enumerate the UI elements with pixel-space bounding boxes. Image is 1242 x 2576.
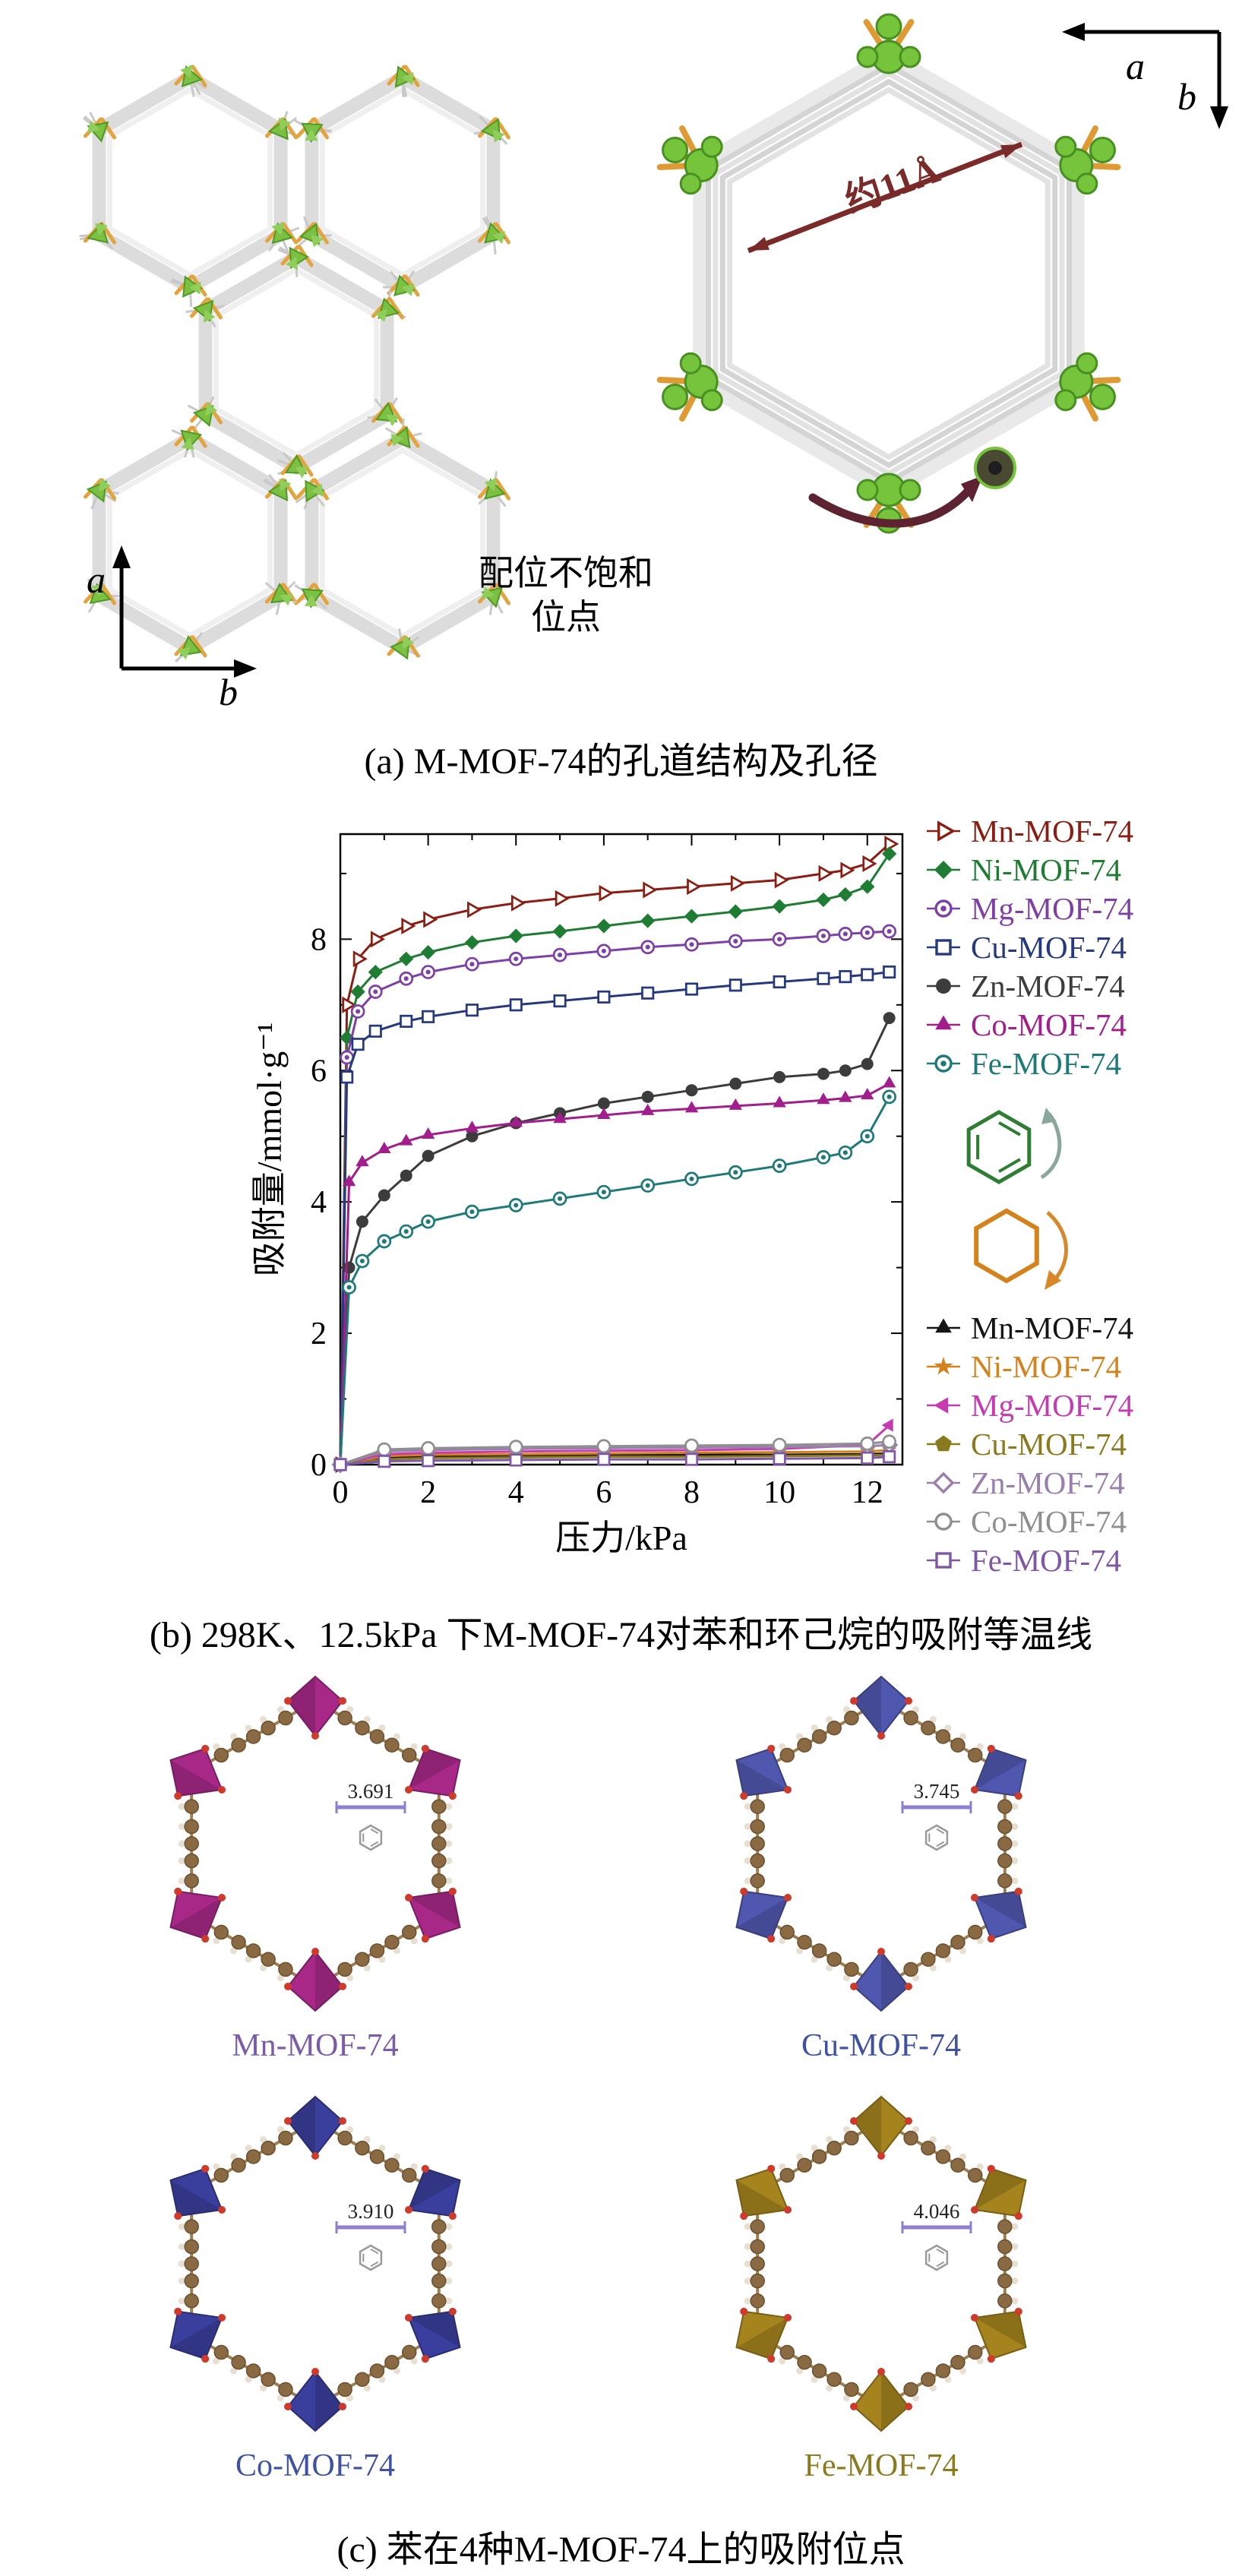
legend-marker-icon [925, 1011, 962, 1038]
cyclohexane-icon [953, 1199, 1090, 1301]
caption-b: (b) 298K、12.5kPa 下M-MOF-74对苯和环己烷的吸附等温线 [0, 1604, 1242, 1658]
axis-b-arrowhead-icon [1210, 106, 1228, 129]
legend-label: Ni-MOF-74 [971, 852, 1121, 888]
mof-structure-fe: 4.046 Fe-MOF-74 [630, 2103, 1132, 2484]
legend-item: Ni-MOF-74 [925, 1347, 1133, 1386]
legend-label: Mg-MOF-74 [971, 890, 1133, 927]
axis-a-arrowhead-icon [1062, 23, 1085, 41]
legend-label: Mn-MOF-74 [971, 1310, 1133, 1346]
legend-label: Mg-MOF-74 [971, 1387, 1133, 1424]
svg-text:压力/kPa: 压力/kPa [555, 1519, 687, 1557]
svg-text:2: 2 [420, 1475, 436, 1510]
legend-marker-icon [925, 1547, 962, 1574]
axis-a-label: a [87, 558, 106, 601]
svg-text:8: 8 [311, 922, 327, 957]
axis-b-label: b [219, 671, 238, 713]
unsaturated-site-label: 配位不饱和 位点 [437, 552, 695, 639]
structure-label: Co-MOF-74 [65, 2448, 566, 2484]
legend-benzene: Mn-MOF-74 Ni-MOF-74 Mg-MOF-74 Cu-MOF-74 Zn-M… [925, 811, 1133, 1083]
svg-text:4: 4 [508, 1475, 524, 1510]
figure-page: a b a b 配位不饱和 位点 约11Å (a) M-MOF-74的孔道结构及… [0, 0, 1242, 2576]
axis-b-label: b [1177, 75, 1196, 118]
svg-text:3.691: 3.691 [348, 1780, 394, 1803]
legend-label: Co-MOF-74 [971, 1503, 1127, 1540]
legend-marker-icon [925, 1353, 962, 1380]
legend-item: Mg-MOF-74 [925, 1386, 1133, 1424]
svg-text:12: 12 [852, 1475, 883, 1510]
svg-text:0: 0 [333, 1475, 349, 1510]
legend-item: Co-MOF-74 [925, 1502, 1133, 1541]
caption-c: (c) 苯在4种M-MOF-74上的吸附位点 [0, 2519, 1242, 2572]
mof-structure-mn: 3.691 Mn-MOF-74 [65, 1683, 566, 2064]
legend-marker-icon [925, 1430, 962, 1458]
legend-marker-icon [925, 1392, 962, 1419]
mof-structure-cu: 3.745 Cu-MOF-74 [630, 1683, 1132, 2064]
axis-indicator-bottom-left: a b [76, 532, 273, 710]
structure-label: Fe-MOF-74 [630, 2448, 1132, 2484]
legend-item: Zn-MOF-74 [925, 1463, 1133, 1502]
mof-ring-drawing: 3.910 [65, 2103, 566, 2446]
legend-label: Fe-MOF-74 [971, 1542, 1121, 1579]
legend-marker-icon [925, 1314, 962, 1342]
svg-text:2: 2 [311, 1316, 327, 1351]
legend-item: Fe-MOF-74 [925, 1541, 1133, 1579]
legend-item: Mg-MOF-74 [925, 889, 1133, 928]
structure-label: Mn-MOF-74 [65, 2028, 566, 2064]
benzene-icon [946, 1098, 1082, 1197]
legend-label: Cu-MOF-74 [971, 1426, 1127, 1462]
legend-marker-icon [925, 817, 962, 845]
legend-label: Fe-MOF-74 [971, 1045, 1121, 1082]
mof-ring-drawing: 3.745 [630, 1683, 1132, 2026]
svg-text:吸附量/mmol·g⁻¹: 吸附量/mmol·g⁻¹ [250, 1022, 289, 1277]
svg-text:3.745: 3.745 [914, 1780, 960, 1803]
legend-item: Ni-MOF-74 [925, 850, 1133, 889]
legend-marker-icon [925, 1508, 962, 1535]
structure-label: Cu-MOF-74 [630, 2028, 1132, 2064]
legend-label: Co-MOF-74 [971, 1007, 1127, 1043]
adsorption-isotherm-chart: 0 2 4 6 8 10 12 0 2 4 6 8 压力/kPa 吸附量/mmol·g⁻¹ [251, 798, 919, 1561]
legend-item: Fe-MOF-74 [925, 1044, 1133, 1083]
svg-text:10: 10 [763, 1475, 795, 1510]
mof-structure-co: 3.910 Co-MOF-74 [65, 2103, 566, 2484]
mof-ring-drawing: 3.691 [65, 1683, 566, 2026]
svg-text:6: 6 [596, 1475, 612, 1510]
legend-label: Cu-MOF-74 [971, 929, 1127, 966]
legend-item: Zn-MOF-74 [925, 966, 1133, 1005]
axis-indicator-top-right: a b [1041, 9, 1238, 138]
caption-a: (a) M-MOF-74的孔道结构及孔径 [0, 731, 1242, 784]
unsaturated-site-label-line1: 配位不饱和 [437, 552, 695, 596]
axis-a-arrowhead-icon [112, 545, 131, 568]
legend-label: Zn-MOF-74 [971, 968, 1125, 1004]
legend-item: Cu-MOF-74 [925, 1424, 1133, 1463]
unsaturated-site-label-line2: 位点 [437, 596, 695, 640]
legend-label: Mn-MOF-74 [971, 813, 1133, 849]
mof-ring-drawing: 4.046 [630, 2103, 1132, 2446]
svg-text:4.046: 4.046 [914, 2200, 960, 2223]
legend-item: Mn-MOF-74 [925, 1308, 1133, 1347]
svg-text:0: 0 [311, 1448, 327, 1483]
svg-text:4: 4 [311, 1185, 327, 1220]
axis-a-label: a [1126, 45, 1145, 87]
legend-item: Co-MOF-74 [925, 1005, 1133, 1044]
legend-marker-icon [925, 1469, 962, 1497]
legend-label: Zn-MOF-74 [971, 1465, 1125, 1501]
legend-cyclohexane: Mn-MOF-74 Ni-MOF-74 Mg-MOF-74 Cu-MOF-74 Zn-M… [925, 1308, 1133, 1579]
legend-marker-icon [925, 934, 962, 961]
legend-label: Ni-MOF-74 [971, 1348, 1121, 1385]
legend-marker-icon [925, 895, 962, 922]
legend-item: Mn-MOF-74 [925, 811, 1133, 850]
svg-text:3.910: 3.910 [348, 2200, 394, 2223]
legend-marker-icon [925, 972, 962, 1000]
legend-marker-icon [925, 856, 962, 883]
legend-marker-icon [925, 1050, 962, 1077]
svg-text:8: 8 [684, 1475, 700, 1510]
legend-item: Cu-MOF-74 [925, 928, 1133, 966]
svg-text:6: 6 [311, 1054, 327, 1089]
